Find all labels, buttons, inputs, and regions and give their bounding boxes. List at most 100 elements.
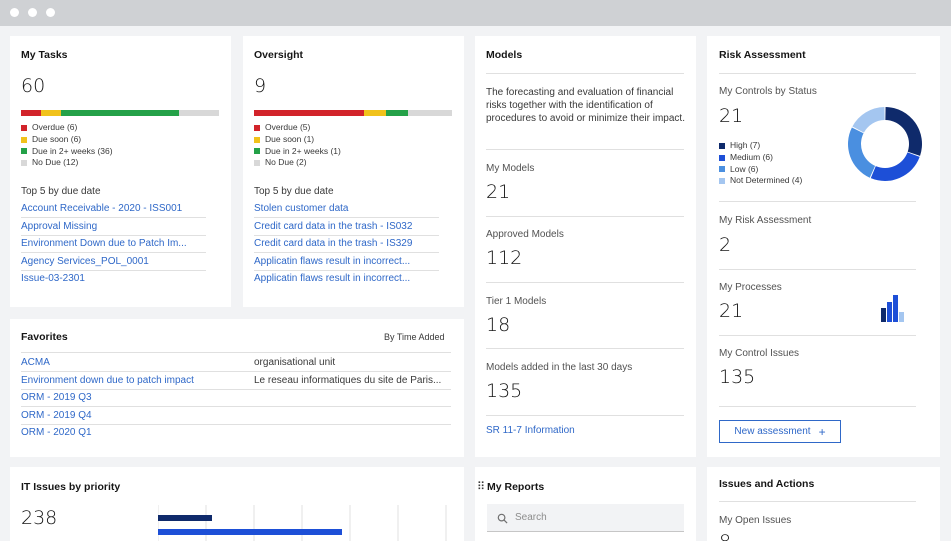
status-bar-segment-no-due	[179, 110, 219, 116]
task-link[interactable]: Credit card data in the trash - IS032	[254, 220, 413, 232]
approved-models-value: 112	[486, 247, 523, 269]
favorite-item-link[interactable]: Environment down due to patch impact	[21, 374, 194, 386]
my-reports-card: ⠿ My Reports Search	[475, 467, 696, 541]
control-issues-value: 135	[719, 366, 756, 388]
legend-item: Overdue (6)	[21, 122, 113, 134]
favorite-item-link[interactable]: ORM - 2020 Q1	[21, 427, 92, 438]
task-link[interactable]: Account Receivable - 2020 - ISS001	[21, 203, 183, 214]
favorite-item-link[interactable]: ORM - 2019 Q4	[21, 409, 92, 421]
divider	[21, 217, 206, 218]
my-tasks-legend: Overdue (6) Due soon (6) Due in 2+ weeks (…	[21, 122, 113, 169]
favorites-card: Favorites By Time Added ACMA organisation…	[10, 319, 464, 457]
it-issues-card: IT Issues by priority 238	[10, 467, 464, 541]
legend-item: Due soon (1)	[254, 134, 341, 146]
task-link[interactable]: Agency Services_POL_0001	[21, 255, 149, 267]
donut-slice	[885, 107, 922, 156]
open-issues-value: 8	[719, 531, 731, 541]
divider	[486, 73, 684, 74]
legend-label: Not Determined (4)	[730, 175, 803, 186]
oversight-title: Oversight	[254, 49, 304, 61]
oversight-status-bar	[254, 110, 452, 116]
task-link[interactable]: Applicatin flaws result in incorrect...	[254, 273, 411, 284]
window-titlebar	[0, 0, 951, 26]
controls-status-value: 21	[719, 105, 744, 127]
donut-slice	[870, 152, 920, 181]
favorites-title: Favorites	[21, 331, 68, 343]
controls-donut-chart	[848, 107, 922, 181]
legend-swatch	[21, 136, 27, 143]
approved-models-label: Approved Models	[486, 229, 564, 240]
legend-label: Due soon (1)	[265, 133, 315, 144]
task-link[interactable]: Credit card data in the trash - IS329	[254, 238, 413, 249]
status-bar-segment-due-2weeks	[386, 110, 408, 116]
divider	[719, 201, 916, 202]
it-issues-count: 238	[21, 507, 58, 529]
legend-label: Due in 2+ weeks (36)	[32, 145, 113, 156]
models-description: The forecasting and evaluation of financ…	[486, 87, 685, 124]
my-reports-title: My Reports	[487, 481, 545, 493]
task-link[interactable]: Approval Missing	[21, 220, 98, 232]
task-link[interactable]: Environment Down due to Patch Im...	[21, 238, 187, 249]
plus-icon: +	[818, 424, 826, 439]
my-tasks-card: My Tasks 60 Overdue (6) Due soon (6) Due i…	[10, 36, 231, 307]
divider	[21, 388, 451, 390]
favorite-item-link[interactable]: ACMA	[21, 357, 50, 368]
window-close-dot[interactable]	[10, 8, 19, 17]
status-bar-segment-due-soon	[40, 110, 61, 116]
legend-item: No Due (12)	[21, 157, 113, 169]
favorite-item-description: Le reseau informatiques du site de Paris…	[254, 374, 442, 386]
favorites-sort-label[interactable]: By Time Added	[384, 332, 445, 342]
sr-11-7-link[interactable]: SR 11-7 Information	[486, 425, 575, 436]
legend-swatch	[719, 142, 725, 149]
tier1-models-value: 18	[486, 314, 511, 336]
legend-item: Due in 2+ weeks (36)	[21, 146, 113, 158]
donut-slice	[852, 107, 885, 133]
issues-actions-card: Issues and Actions My Open Issues 8	[707, 467, 940, 541]
processes-bar-icon	[881, 295, 904, 322]
legend-label: No Due (2)	[265, 157, 307, 168]
task-link[interactable]: Stolen customer data	[254, 203, 349, 214]
new-assessment-button[interactable]: New assessment +	[719, 420, 841, 443]
legend-label: Overdue (5)	[265, 122, 311, 132]
oversight-count: 9	[254, 75, 267, 97]
my-models-label: My Models	[486, 163, 535, 174]
my-tasks-status-bar	[21, 110, 219, 116]
my-tasks-count: 60	[21, 75, 46, 97]
legend-label: High (7)	[730, 140, 761, 150]
task-link[interactable]: Issue-03-2301	[21, 273, 85, 284]
oversight-legend: Overdue (5) Due soon (1) Due in 2+ weeks (…	[254, 122, 341, 169]
divider	[486, 216, 684, 217]
priority-bar-1	[158, 515, 212, 521]
it-issues-title: IT Issues by priority	[21, 481, 121, 493]
legend-item: Low (6)	[719, 164, 802, 176]
divider	[719, 406, 916, 407]
donut-slice	[848, 127, 876, 178]
divider	[486, 149, 684, 150]
processes-label: My Processes	[719, 282, 782, 293]
new-assessment-label: New assessment	[734, 426, 811, 437]
divider	[21, 352, 451, 353]
divider	[21, 252, 206, 253]
tier1-models-label: Tier 1 Models	[486, 296, 547, 307]
divider	[21, 234, 206, 236]
legend-label: Medium (6)	[730, 151, 773, 162]
divider	[21, 371, 451, 372]
divider	[719, 501, 916, 502]
task-link[interactable]: Applicatin flaws result in incorrect...	[254, 255, 411, 267]
legend-item: High (7)	[719, 140, 802, 152]
favorite-item-link[interactable]: ORM - 2019 Q3	[21, 392, 92, 403]
oversight-subtitle: Top 5 by due date	[254, 186, 334, 197]
risk-assessment-value: 2	[719, 234, 732, 256]
models-title: Models	[486, 49, 523, 61]
reports-search-input[interactable]: Search	[487, 504, 684, 532]
open-issues-label: My Open Issues	[719, 515, 792, 526]
control-issues-label: My Control Issues	[719, 348, 800, 359]
legend-label: Due soon (6)	[32, 133, 82, 144]
window-minimize-dot[interactable]	[28, 8, 37, 17]
legend-swatch	[254, 124, 260, 131]
window-maximize-dot[interactable]	[46, 8, 55, 17]
risk-assessment-title: Risk Assessment	[719, 49, 806, 61]
drag-handle-icon[interactable]: ⠿	[477, 481, 486, 493]
legend-item: Overdue (5)	[254, 122, 341, 134]
legend-label: Low (6)	[730, 163, 759, 174]
